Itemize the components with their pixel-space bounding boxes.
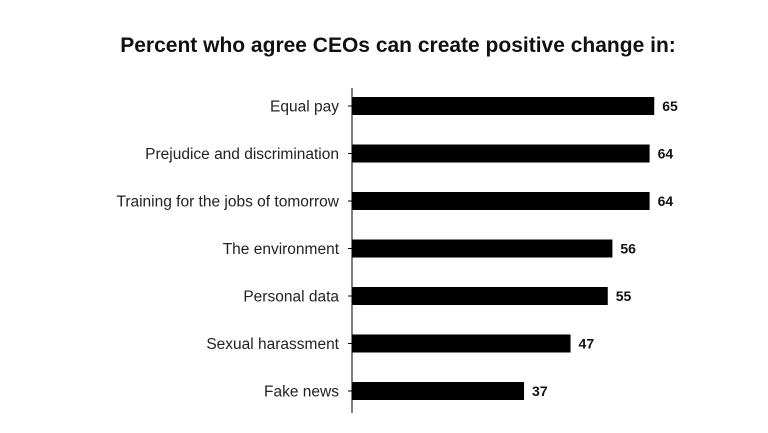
category-label: Training for the jobs of tomorrow [116, 194, 339, 211]
value-label: 37 [532, 383, 548, 399]
value-label: 55 [616, 288, 632, 304]
category-label: Prejudice and discrimination [145, 146, 339, 163]
bar [352, 287, 608, 305]
category-label: Equal pay [270, 99, 339, 116]
chart-title: Percent who agree CEOs can create positi… [120, 34, 676, 57]
value-label: 56 [620, 241, 636, 257]
bar [352, 97, 655, 115]
bar [352, 382, 525, 400]
bar [352, 239, 613, 258]
bar [352, 334, 571, 353]
bars-group: Equal pay 65 Prejudice and discrimination 6… [116, 97, 678, 401]
value-label: 64 [658, 146, 674, 162]
category-label: Personal data [243, 289, 339, 306]
bar [352, 144, 650, 163]
bar [352, 192, 650, 210]
value-label: 65 [662, 98, 678, 114]
category-label: Sexual harassment [206, 336, 339, 353]
category-label: Fake news [264, 384, 339, 401]
category-label: The environment [223, 241, 340, 258]
value-label: 64 [658, 193, 674, 209]
value-label: 47 [579, 336, 595, 352]
